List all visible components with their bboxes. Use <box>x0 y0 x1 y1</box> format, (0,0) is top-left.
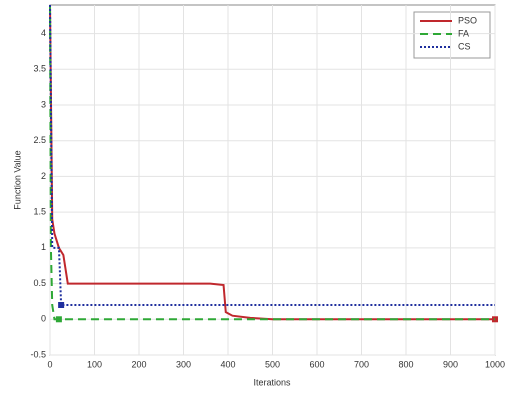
series-marker <box>55 316 62 323</box>
x-tick-label: 900 <box>443 359 458 369</box>
y-tick-label: 4 <box>41 28 46 38</box>
y-tick-label: -0.5 <box>30 349 46 359</box>
y-tick-label: 0.5 <box>33 278 46 288</box>
y-tick-label: 3.5 <box>33 64 46 74</box>
x-tick-label: 500 <box>265 359 280 369</box>
x-tick-label: 0 <box>47 359 52 369</box>
legend-label: CS <box>458 41 471 51</box>
y-axis-label: Function Value <box>12 150 22 209</box>
series-line <box>49 4 495 321</box>
y-tick-label: 0 <box>41 314 46 324</box>
x-tick-label: 800 <box>398 359 413 369</box>
x-tick-label: 600 <box>309 359 324 369</box>
x-tick-label: 100 <box>87 359 102 369</box>
series-line <box>49 4 495 306</box>
x-tick-label: 1000 <box>485 359 505 369</box>
y-tick-label: 1.5 <box>33 207 46 217</box>
x-tick-label: 300 <box>176 359 191 369</box>
x-axis-label: Iterations <box>253 377 291 387</box>
y-tick-label: 3 <box>41 99 46 109</box>
series-marker <box>58 302 65 308</box>
legend-label: FA <box>458 28 469 38</box>
x-tick-label: 700 <box>354 359 369 369</box>
x-tick-label: 400 <box>220 359 235 369</box>
y-tick-label: 1 <box>41 242 46 252</box>
x-tick-label: 200 <box>131 359 146 369</box>
y-tick-label: 2.5 <box>33 135 46 145</box>
legend-label: PSO <box>458 15 477 25</box>
y-tick-label: 2 <box>41 171 46 181</box>
